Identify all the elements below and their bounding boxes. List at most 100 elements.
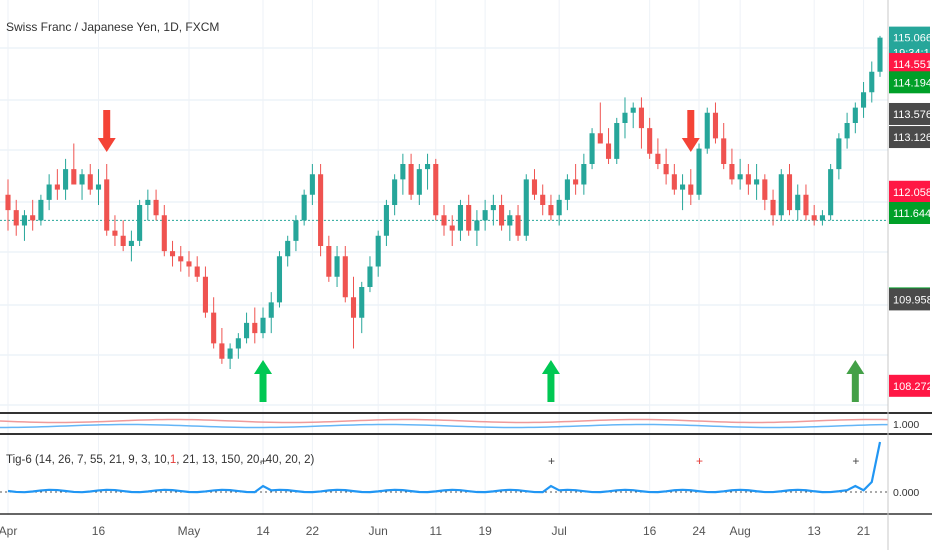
candle-body — [589, 133, 595, 164]
candle-body — [564, 179, 570, 200]
candle-body — [490, 205, 496, 211]
oscillator-line — [0, 423, 889, 429]
time-axis[interactable]: Apr 16 May 14 22 Jun 11 19 Jul 16 24 Aug 13 21 — [0, 524, 871, 538]
price-tag — [889, 102, 930, 125]
candle-body — [540, 194, 546, 205]
candle-body — [860, 92, 867, 108]
candle-body — [828, 169, 834, 216]
candle-body — [852, 107, 858, 123]
candle-body — [219, 343, 225, 359]
candle-body — [803, 194, 809, 216]
candlestick-series — [5, 35, 883, 369]
candle-body — [392, 179, 398, 205]
candle-body — [737, 174, 743, 180]
candle-body — [178, 256, 184, 262]
candle-body — [844, 123, 850, 139]
candle-body — [71, 169, 77, 185]
candle-body — [342, 256, 348, 298]
candle-body — [778, 174, 784, 216]
candle-body — [285, 240, 291, 257]
sell-arrow-icon — [681, 110, 700, 152]
buy-arrow-icon — [846, 360, 865, 402]
price-tag — [889, 374, 930, 397]
candle-body — [449, 225, 455, 231]
candle-body — [573, 179, 579, 185]
candle-body — [416, 169, 422, 195]
candle-body — [13, 210, 19, 226]
signal-arrows — [97, 110, 865, 402]
candle-body — [688, 184, 694, 195]
candle-body — [433, 164, 439, 216]
price-tag-label: 113.126 — [893, 132, 932, 144]
candle-body — [663, 164, 669, 175]
candle-body — [202, 276, 208, 313]
candle-body — [474, 220, 480, 231]
price-tag — [889, 71, 930, 94]
indicator-value-label: 0.000 — [893, 487, 919, 499]
candle-body — [367, 266, 373, 287]
candle-body — [548, 205, 554, 216]
candle-body — [466, 205, 472, 231]
indicator-title[interactable]: Tig-6 (14, 26, 7, 55, 21, 9, 3, 10,1, 21… — [6, 454, 314, 466]
candle-body — [424, 164, 431, 170]
time-axis-label: Jun — [369, 524, 388, 538]
price-tag-label: 113.576 — [893, 109, 932, 121]
time-axis-label: 24 — [692, 524, 706, 538]
candle-body — [104, 179, 110, 231]
candle-body — [605, 143, 612, 159]
candle-body — [597, 133, 603, 144]
candle-body — [671, 174, 677, 190]
candle-body — [786, 174, 793, 211]
candle-body — [770, 199, 776, 216]
time-axis-label: 16 — [643, 524, 657, 538]
time-axis-label: May — [178, 524, 201, 538]
candle-body — [350, 297, 357, 318]
candle-body — [622, 112, 628, 123]
candle-body — [531, 179, 538, 195]
candle-body — [169, 251, 176, 257]
candle-body — [309, 174, 315, 195]
candle-body — [211, 312, 217, 344]
candle-body — [161, 215, 167, 252]
indicator-line — [7, 441, 882, 494]
candle-body — [400, 164, 406, 180]
candle-body — [112, 230, 118, 236]
candle-body — [95, 184, 102, 190]
time-axis-label: 21 — [857, 524, 871, 538]
candle-body — [408, 164, 414, 195]
price-tag — [889, 126, 930, 149]
time-axis-label: Aug — [729, 524, 750, 538]
candle-body — [696, 148, 702, 195]
price-tag-label: 114.551 — [893, 59, 932, 71]
candle-body — [712, 112, 719, 139]
price-tag-label: 112.058 — [893, 187, 932, 199]
price-tag-label: 111.644 — [893, 208, 931, 220]
candle-body — [795, 194, 801, 211]
candle-body — [819, 215, 825, 221]
price-tag — [889, 201, 930, 224]
candle-body — [499, 205, 505, 226]
signal-marker: + — [852, 454, 859, 468]
time-axis-label: 22 — [306, 524, 320, 538]
candle-body — [762, 179, 768, 200]
candle-body — [680, 184, 686, 190]
grid-lines — [0, 0, 888, 515]
candle-body — [79, 174, 85, 185]
candle-body — [326, 246, 332, 277]
candle-body — [383, 205, 389, 236]
candle-body — [754, 179, 760, 185]
indicator-params: Tig-6 (14, 26, 7, 55, 21, 9, 3, 10, — [6, 454, 170, 466]
candle-body — [128, 240, 134, 246]
price-axis[interactable]: 115.06619:34:14114.551114.194113.576113.… — [887, 0, 932, 550]
signal-marker: + — [548, 454, 555, 468]
candle-body — [836, 138, 842, 170]
candle-body — [30, 215, 36, 221]
candle-body — [704, 112, 710, 149]
candle-body — [268, 302, 274, 318]
time-axis-label: 16 — [92, 524, 106, 538]
price-tag — [889, 180, 930, 203]
candle-body — [87, 174, 93, 190]
signal-marker: + — [696, 454, 703, 468]
